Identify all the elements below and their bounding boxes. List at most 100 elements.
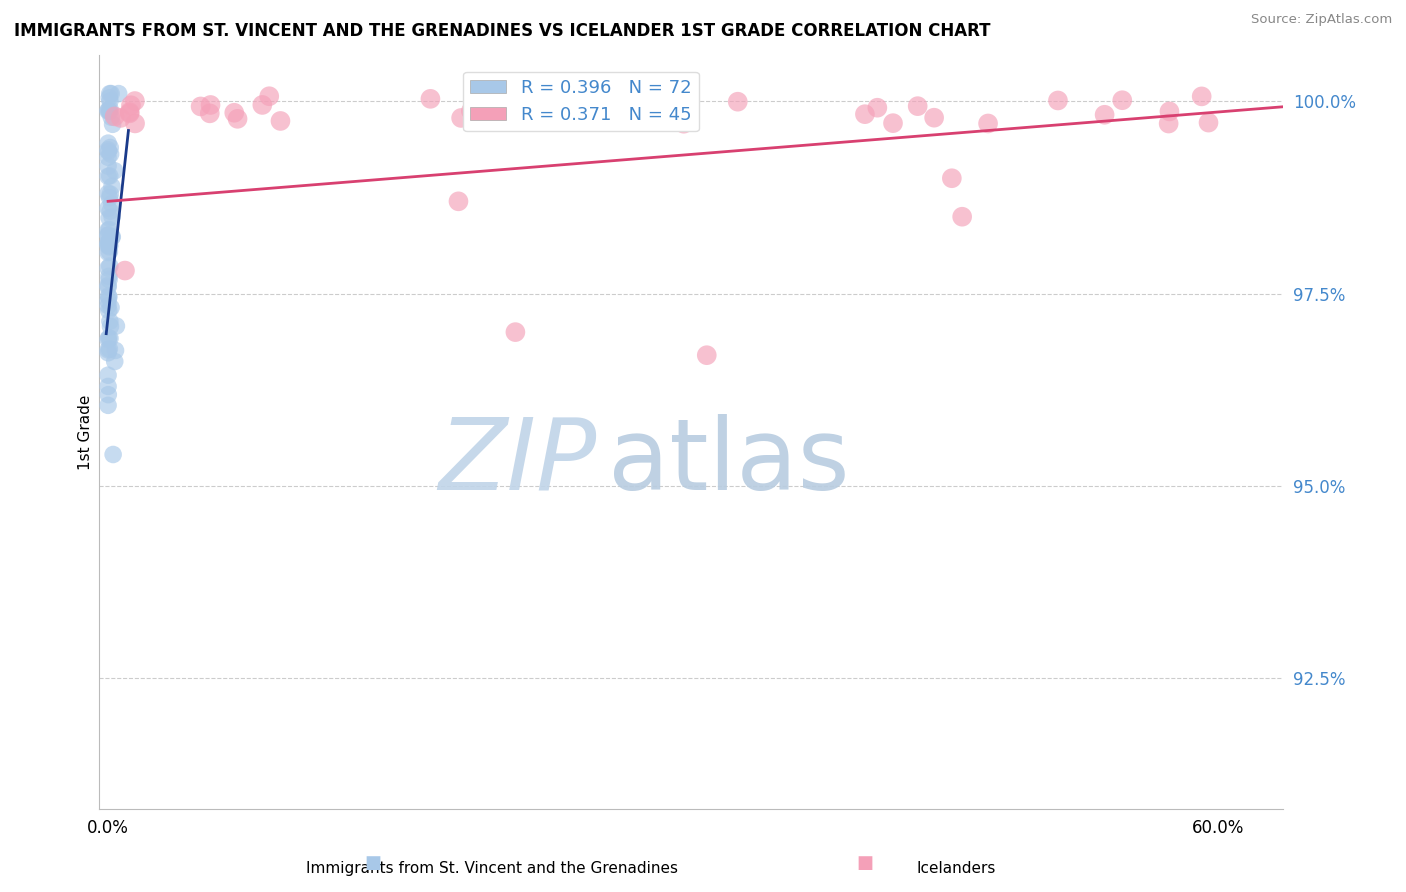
- Point: [97, 237, 120, 252]
- Point: [1046, 94, 1069, 108]
- Point: [101, 210, 124, 224]
- Point: [696, 348, 718, 362]
- Point: [567, 101, 589, 115]
- Point: [97, 150, 120, 164]
- Point: [97, 333, 120, 347]
- Point: [727, 95, 749, 109]
- Point: [866, 101, 889, 115]
- Point: [98, 331, 121, 345]
- Point: [98, 314, 121, 328]
- Text: atlas: atlas: [607, 414, 849, 511]
- Point: [853, 107, 876, 121]
- Point: [97, 136, 120, 150]
- Text: ■: ■: [364, 855, 381, 872]
- Point: [98, 91, 121, 105]
- Point: [98, 342, 121, 356]
- Point: [672, 117, 695, 131]
- Point: [531, 112, 554, 127]
- Point: [98, 238, 121, 252]
- Point: [97, 104, 120, 119]
- Point: [124, 116, 146, 130]
- Point: [120, 98, 142, 112]
- Point: [98, 87, 121, 101]
- Point: [1191, 89, 1213, 103]
- Point: [582, 87, 605, 102]
- Point: [97, 159, 120, 173]
- Point: [97, 238, 120, 252]
- Point: [941, 171, 963, 186]
- Point: [97, 186, 120, 201]
- Point: [97, 280, 120, 294]
- Point: [97, 169, 120, 184]
- Point: [98, 240, 121, 254]
- Point: [224, 105, 246, 120]
- Point: [97, 368, 120, 383]
- Point: [97, 290, 120, 304]
- Point: [118, 105, 141, 120]
- Y-axis label: 1st Grade: 1st Grade: [79, 394, 93, 470]
- Point: [526, 87, 548, 102]
- Point: [97, 145, 120, 159]
- Point: [460, 103, 482, 118]
- Point: [124, 94, 146, 108]
- Point: [98, 259, 121, 273]
- Point: [190, 99, 212, 113]
- Point: [97, 278, 120, 293]
- Point: [1157, 117, 1180, 131]
- Point: [101, 179, 124, 194]
- Point: [97, 143, 120, 157]
- Point: [97, 201, 120, 215]
- Text: IMMIGRANTS FROM ST. VINCENT AND THE GRENADINES VS ICELANDER 1ST GRADE CORRELATIO: IMMIGRANTS FROM ST. VINCENT AND THE GREN…: [14, 22, 991, 40]
- Point: [100, 147, 122, 161]
- Point: [98, 211, 121, 225]
- Point: [110, 111, 132, 125]
- Point: [1159, 104, 1181, 119]
- Point: [505, 325, 527, 339]
- Point: [98, 186, 121, 201]
- Point: [259, 89, 281, 103]
- Point: [97, 223, 120, 237]
- Point: [98, 273, 121, 287]
- Point: [97, 261, 120, 276]
- Point: [98, 102, 121, 116]
- Point: [114, 263, 136, 277]
- Point: [104, 354, 127, 368]
- Point: [98, 204, 121, 219]
- Point: [882, 116, 904, 130]
- Point: [950, 210, 973, 224]
- Point: [269, 114, 291, 128]
- Point: [97, 303, 120, 318]
- Point: [100, 230, 122, 244]
- Legend: R = 0.396   N = 72, R = 0.371   N = 45: R = 0.396 N = 72, R = 0.371 N = 45: [463, 71, 699, 131]
- Point: [100, 110, 122, 124]
- Point: [98, 244, 121, 259]
- Text: ■: ■: [856, 855, 873, 872]
- Point: [98, 235, 121, 249]
- Point: [555, 89, 578, 103]
- Text: Icelanders: Icelanders: [917, 861, 995, 876]
- Point: [101, 230, 124, 244]
- Point: [252, 98, 274, 112]
- Text: Source: ZipAtlas.com: Source: ZipAtlas.com: [1251, 13, 1392, 27]
- Point: [100, 87, 122, 101]
- Point: [100, 301, 122, 315]
- Point: [104, 343, 127, 358]
- Point: [226, 112, 249, 126]
- Point: [118, 106, 141, 120]
- Point: [97, 345, 120, 359]
- Point: [104, 109, 127, 123]
- Point: [101, 448, 124, 462]
- Point: [907, 99, 929, 113]
- Point: [98, 140, 121, 154]
- Point: [1094, 108, 1116, 122]
- Point: [97, 228, 120, 243]
- Point: [97, 379, 120, 393]
- Point: [104, 163, 127, 178]
- Point: [97, 289, 120, 303]
- Point: [101, 117, 124, 131]
- Point: [97, 103, 120, 117]
- Point: [97, 299, 120, 313]
- Point: [97, 228, 120, 243]
- Point: [100, 319, 122, 334]
- Point: [922, 111, 945, 125]
